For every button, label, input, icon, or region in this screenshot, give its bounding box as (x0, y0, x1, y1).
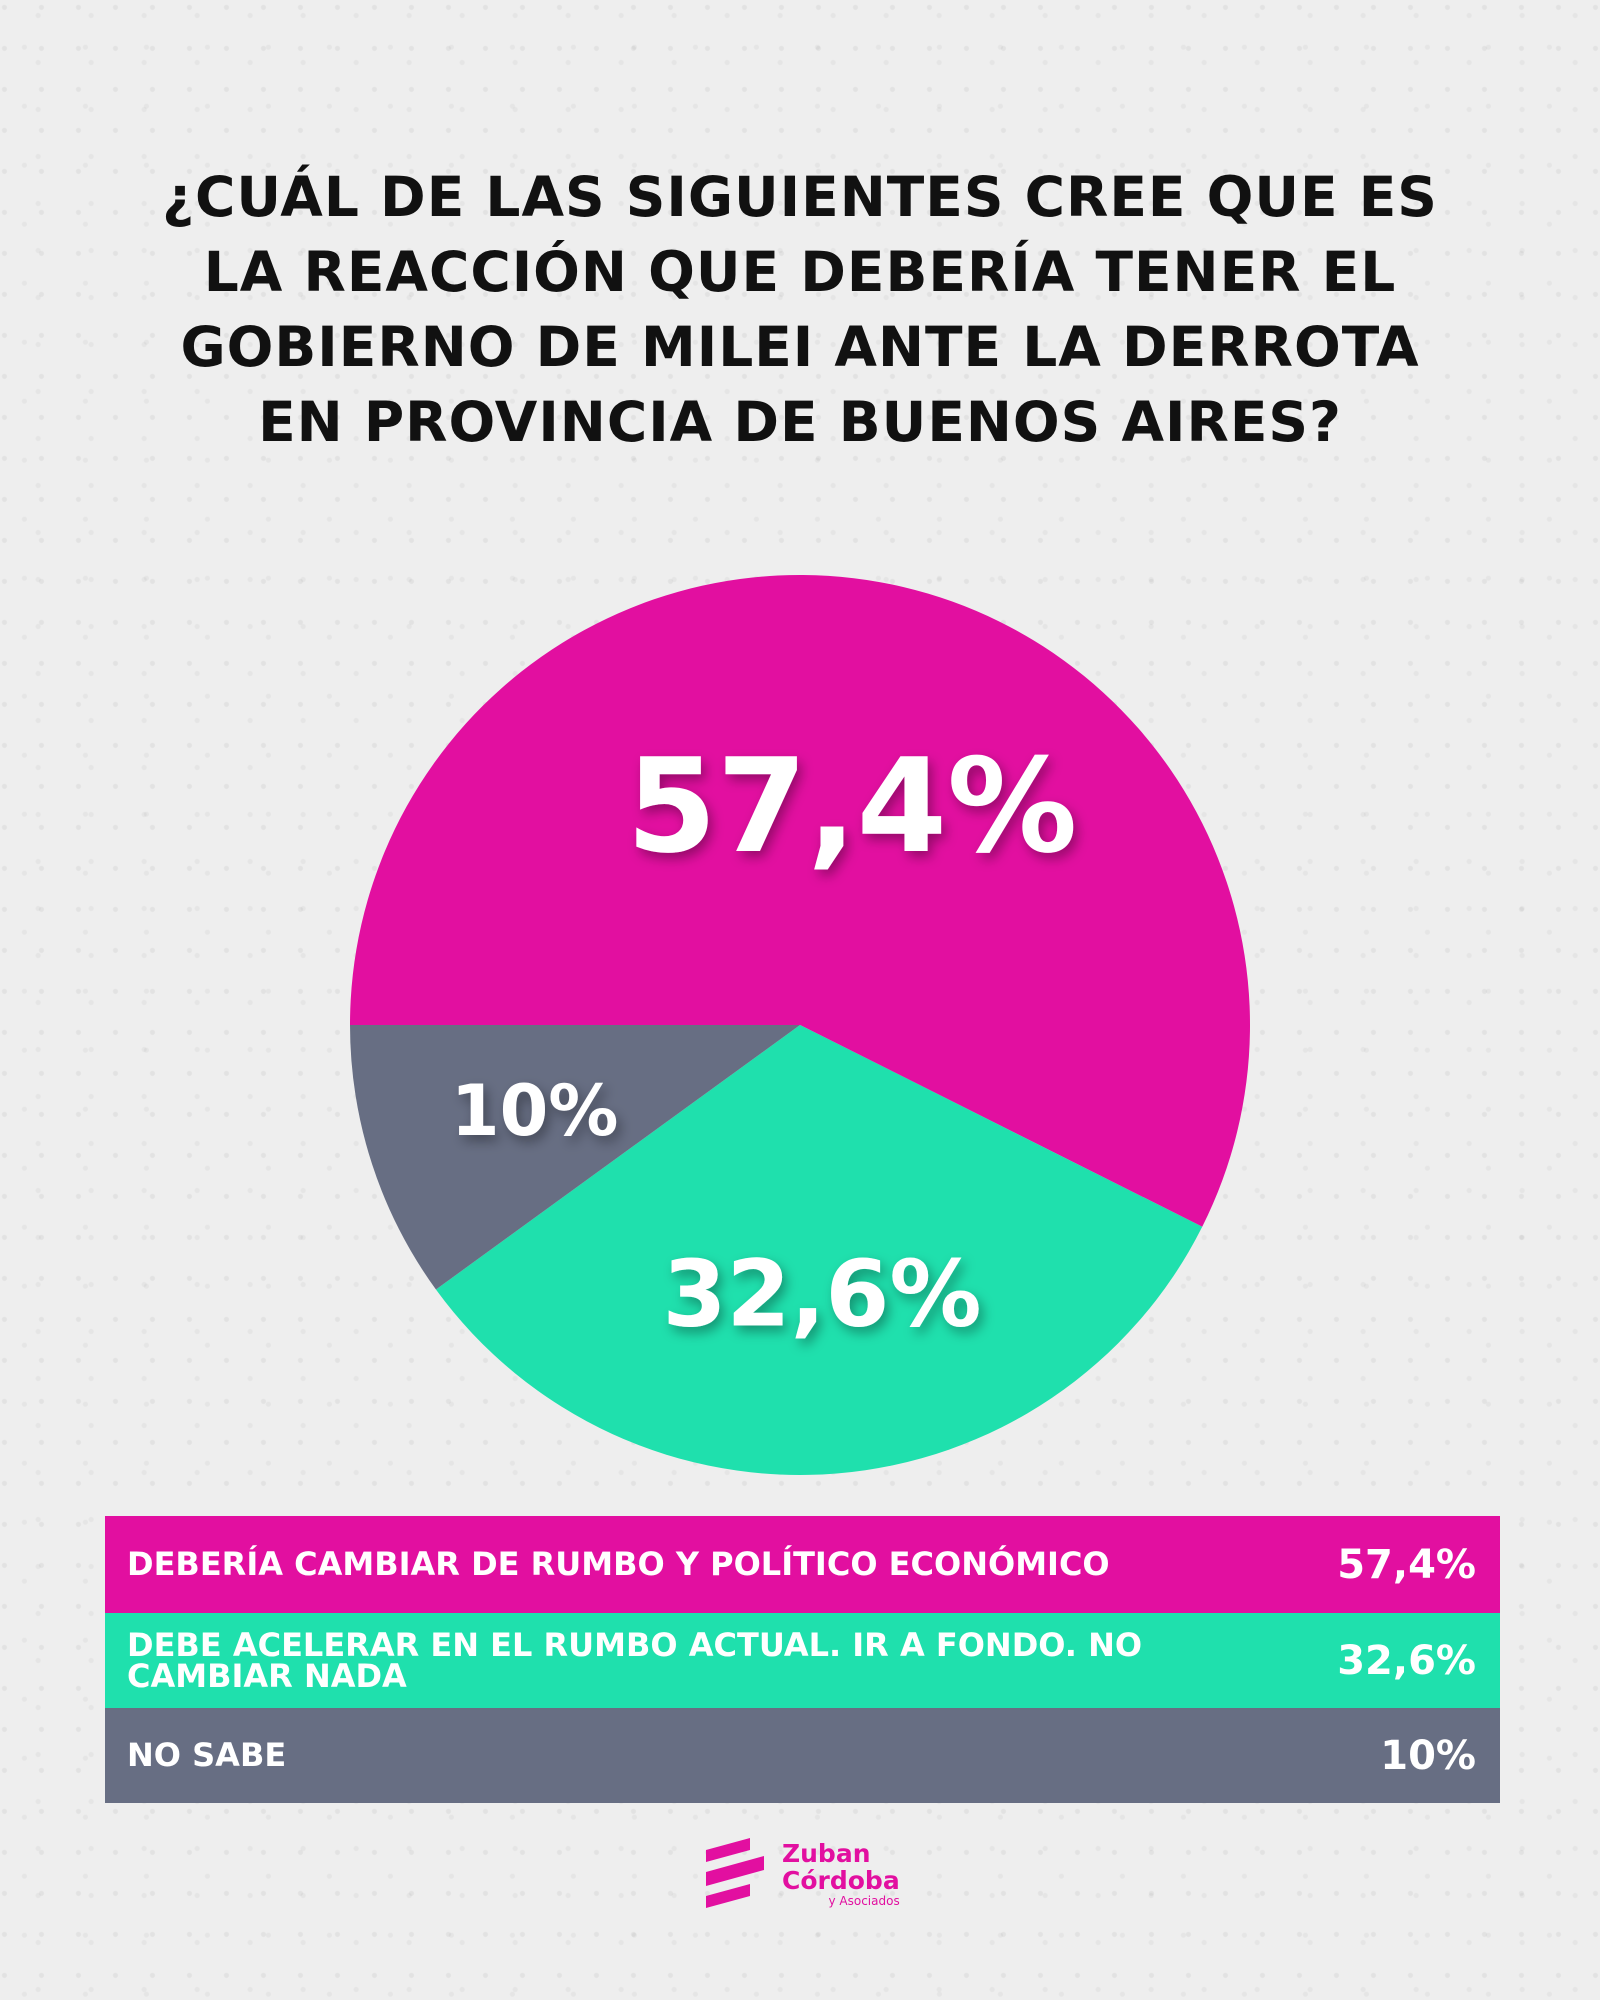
legend-label: DEBERÍA CAMBIAR DE RUMBO Y POLÍTICO ECON… (127, 1545, 1110, 1583)
legend-row: DEBERÍA CAMBIAR DE RUMBO Y POLÍTICO ECON… (105, 1516, 1500, 1613)
logo-line: Zuban (782, 1839, 871, 1868)
title-line: GOBIERNO DE MILEI ANTE LA DERROTA (180, 315, 1420, 379)
legend-table: DEBERÍA CAMBIAR DE RUMBO Y POLÍTICO ECON… (105, 1516, 1500, 1803)
pie-slice (350, 575, 1251, 1227)
logo-icon (706, 1838, 764, 1908)
legend-label: NO SABE (127, 1736, 287, 1774)
logo-line: Córdoba (782, 1866, 900, 1895)
slice-label: 32,6% (662, 1241, 981, 1348)
logo-line: y Asociados (828, 1894, 900, 1908)
legend-value: 57,4% (1337, 1541, 1476, 1588)
legend-label: DEBE ACELERAR EN EL RUMBO ACTUAL. IR A F… (127, 1625, 1143, 1695)
brand-logo: Zuban Córdoba y Asociados (700, 1836, 900, 1912)
slice-label: 57,4% (626, 730, 1077, 882)
title-line: LA REACCIÓN QUE DEBERÍA TENER EL (203, 240, 1397, 304)
legend-value: 32,6% (1337, 1637, 1476, 1684)
pie-slice (435, 1025, 1203, 1475)
slice-label: 10% (451, 1070, 619, 1152)
legend-row: NO SABE 10% (105, 1708, 1500, 1803)
title-line: EN PROVINCIA DE BUENOS AIRES? (258, 390, 1342, 454)
pie-chart: 57,4% 32,6% 10% (350, 575, 1251, 1475)
pie-slice (350, 1025, 800, 1290)
legend-value: 10% (1380, 1732, 1476, 1779)
logo-text: Zuban Córdoba y Asociados (782, 1840, 900, 1908)
legend-row: DEBE ACELERAR EN EL RUMBO ACTUAL. IR A F… (105, 1613, 1500, 1708)
chart-title: ¿CUÁL DE LAS SIGUIENTES CREE QUE ES LA R… (90, 160, 1510, 460)
title-line: ¿CUÁL DE LAS SIGUIENTES CREE QUE ES (162, 165, 1438, 229)
